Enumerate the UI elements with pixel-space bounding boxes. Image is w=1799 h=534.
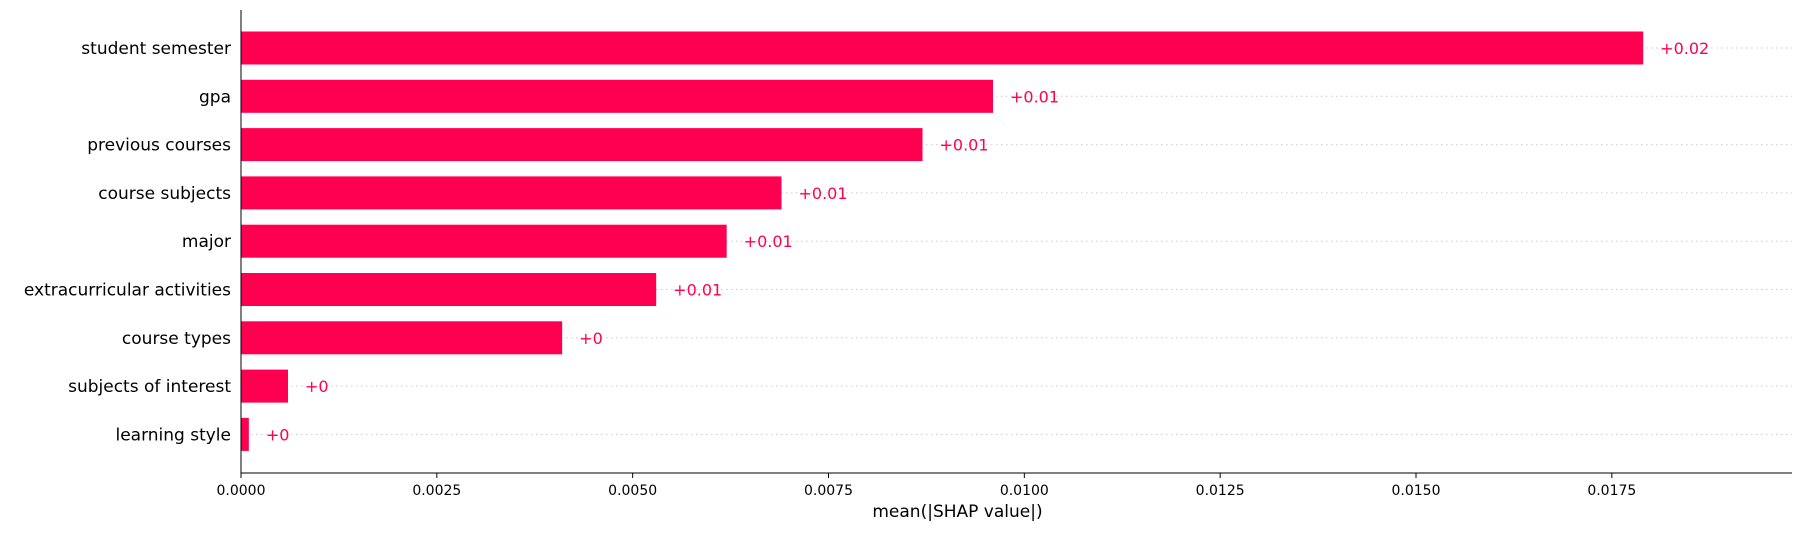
x-tick-label: 0.0150 — [1392, 483, 1441, 499]
bars-group — [241, 31, 1644, 451]
value-label: +0.01 — [673, 281, 722, 300]
x-tick-label: 0.0125 — [1196, 483, 1245, 499]
bar — [241, 321, 563, 355]
value-label: +0.01 — [940, 136, 989, 155]
value-label: +0 — [266, 425, 290, 444]
category-label: extracurricular activities — [24, 281, 231, 301]
value-label: +0.01 — [799, 184, 848, 203]
bar — [241, 79, 993, 113]
x-tick-label: 0.0050 — [608, 483, 657, 499]
x-ticks-group: 0.0000 0.0025 0.0050 0.0075 0.0100 0.0125 0.01… — [217, 473, 1636, 499]
bar — [241, 176, 782, 210]
bar — [241, 369, 288, 403]
bar — [241, 273, 657, 306]
value-label: +0 — [579, 329, 603, 348]
value-labels-group: +0.02 +0.01 +0.01 +0.01 +0.01 +0.01 +0 +0 +0 — [266, 39, 1709, 444]
x-tick-label: 0.0075 — [804, 483, 853, 499]
value-label: +0.01 — [1010, 87, 1059, 106]
bar — [241, 128, 923, 162]
category-label: course types — [122, 329, 231, 349]
bar — [241, 224, 727, 258]
category-label: subjects of interest — [68, 377, 231, 397]
category-labels-group: student semester gpa previous courses cours… — [24, 39, 231, 445]
x-axis-title: mean(|SHAP value|) — [872, 502, 1042, 522]
bar — [241, 417, 249, 451]
x-tick-label: 0.0025 — [412, 483, 461, 499]
category-label: learning style — [115, 425, 231, 445]
category-label: student semester — [81, 39, 231, 59]
value-label: +0.01 — [744, 232, 793, 251]
category-label: previous courses — [87, 136, 231, 156]
category-label: major — [182, 232, 231, 252]
x-tick-label: 0.0000 — [217, 483, 266, 499]
x-tick-label: 0.0100 — [1000, 483, 1049, 499]
x-tick-label: 0.0175 — [1587, 483, 1636, 499]
bar — [241, 31, 1644, 65]
axes-group — [240, 10, 1792, 474]
value-label: +0 — [305, 377, 329, 396]
category-label: course subjects — [98, 184, 231, 204]
category-label: gpa — [199, 87, 231, 107]
value-label: +0.02 — [1660, 39, 1709, 58]
